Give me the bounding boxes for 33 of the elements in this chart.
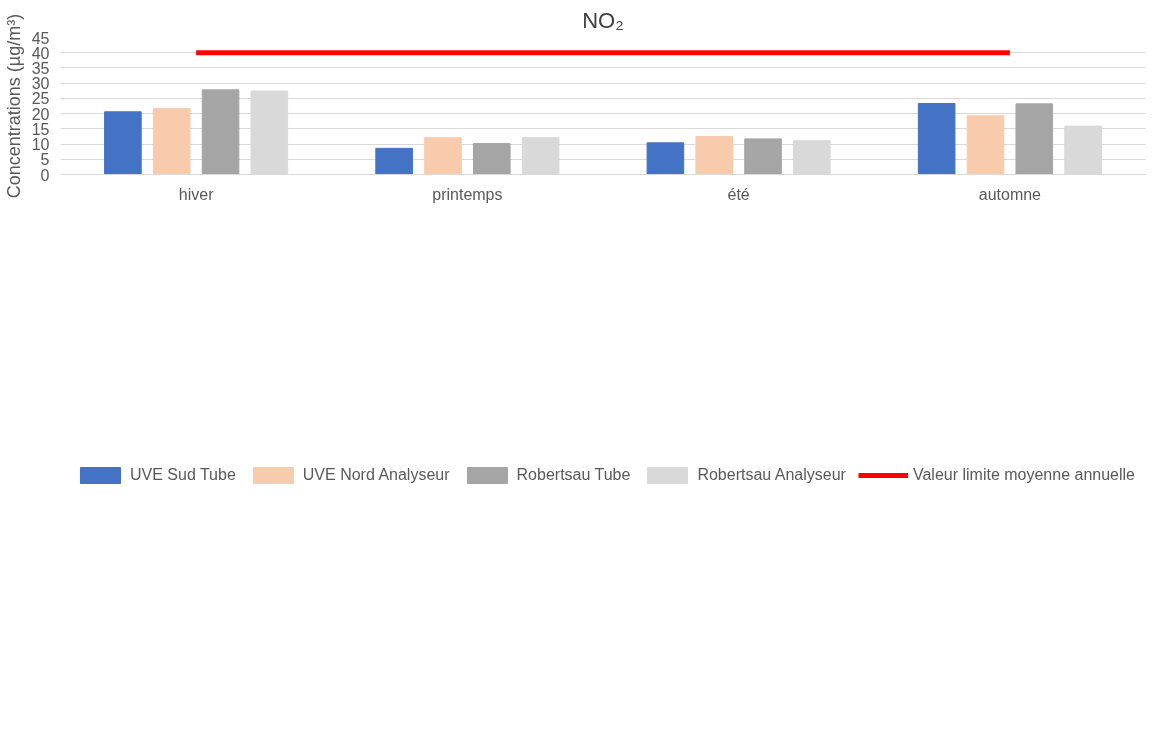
bar [104, 111, 142, 175]
y-tick-label: 40 [31, 44, 50, 62]
x-tick-label: été [727, 185, 750, 203]
legend-label: Robertsau Tube [516, 466, 631, 484]
y-tick-label: 15 [31, 120, 50, 138]
x-tick-label: hiver [178, 185, 215, 203]
y-tick-label: 30 [31, 75, 50, 93]
y-tick-label: 5 [40, 151, 50, 169]
y-tick-label: 10 [31, 136, 50, 154]
chart-title: NO₂ [582, 7, 624, 33]
bar [744, 138, 782, 175]
bar [695, 135, 734, 175]
x-tick-label: printemps [432, 185, 503, 203]
y-axis-title: Concentrations (µg/m³) [3, 13, 24, 199]
bar [424, 137, 462, 175]
legend-label: Robertsau Analyseur [697, 466, 846, 484]
bar [646, 142, 685, 175]
y-tick-label: 45 [31, 29, 50, 47]
y-tick-label: 25 [31, 90, 50, 108]
bar [966, 115, 1005, 175]
legend-label: UVE Sud Tube [129, 466, 236, 484]
y-tick-label: 20 [31, 105, 50, 123]
legend-label: UVE Nord Analyseur [302, 466, 450, 484]
bar [1015, 103, 1054, 175]
legend-label: Valeur limite moyenne annuelle [912, 466, 1135, 484]
bar [375, 147, 413, 175]
y-tick-label: 0 [40, 166, 50, 184]
bar [201, 89, 240, 175]
bar [472, 142, 511, 175]
bar [917, 103, 956, 175]
y-tick-label: 35 [31, 59, 50, 77]
x-tick-label: automne [978, 185, 1042, 203]
bar [152, 107, 191, 175]
